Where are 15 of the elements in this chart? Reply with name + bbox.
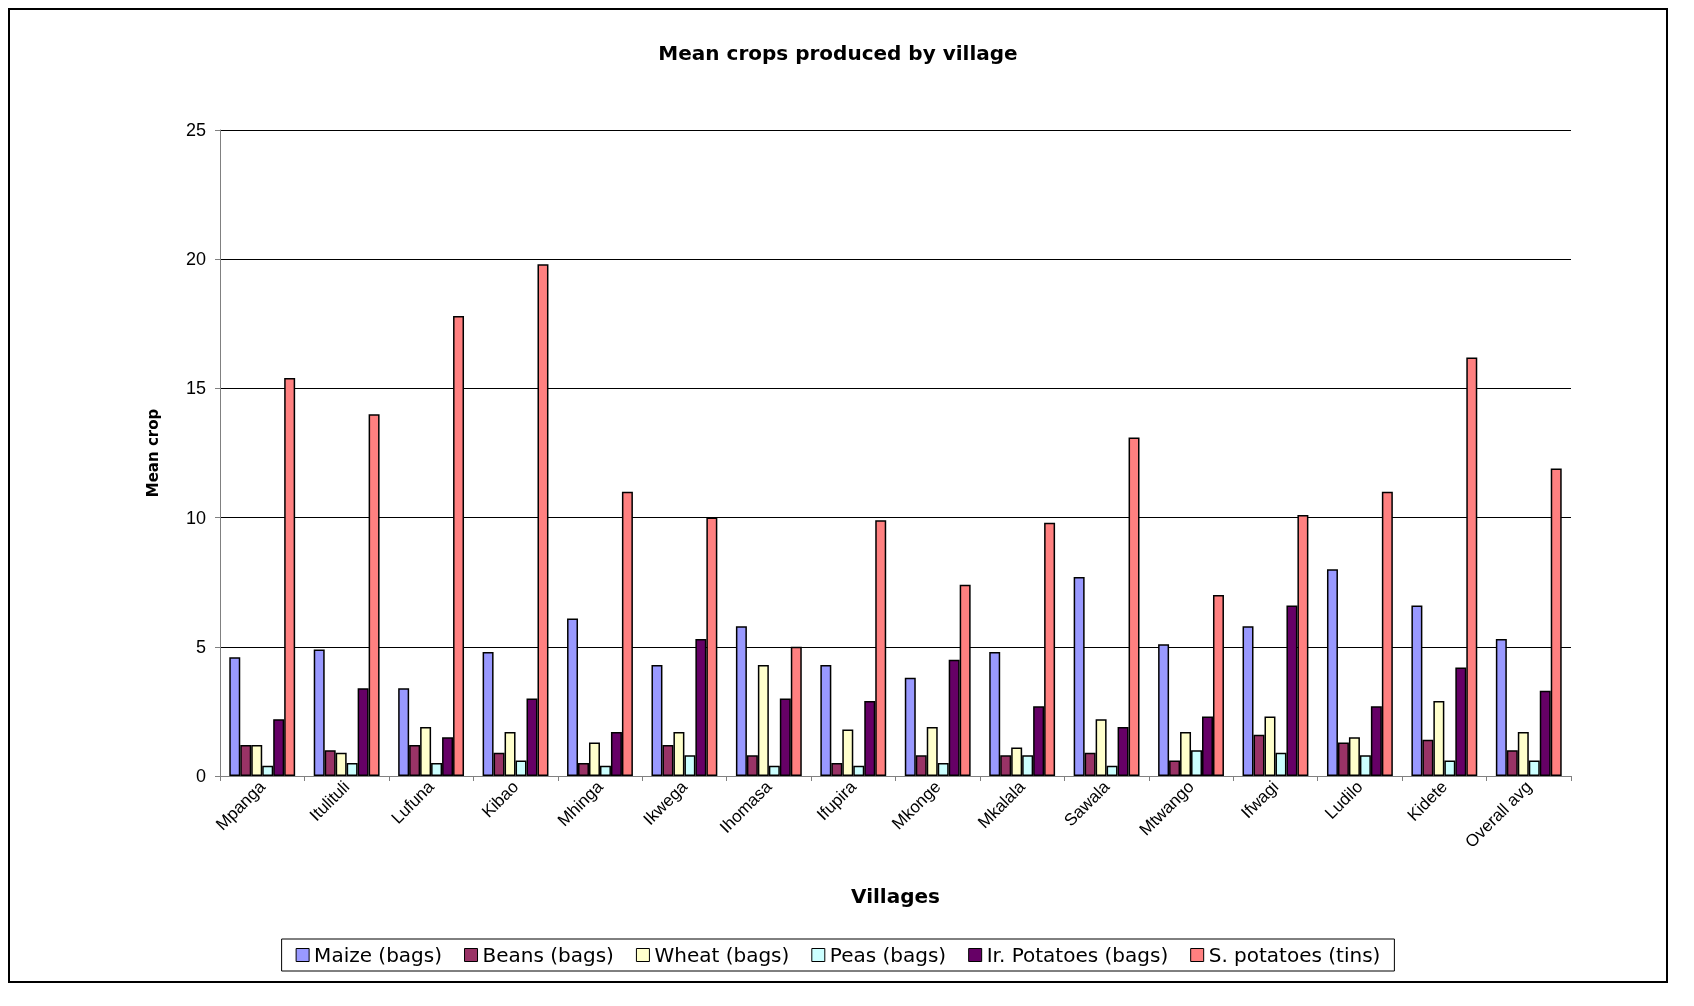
legend-label: Beans (bags)	[482, 943, 614, 967]
legend-label: S. potatoes (tins)	[1208, 943, 1381, 967]
legend-label: Peas (bags)	[829, 943, 947, 967]
legend-label: Wheat (bags)	[654, 943, 790, 967]
y-tick-label: 25	[185, 120, 206, 140]
y-tick-label: 15	[185, 378, 206, 399]
y-tick-label: 5	[195, 636, 206, 657]
y-tick-label: 0	[195, 766, 206, 786]
y-axis-title: Mean crop	[143, 408, 162, 498]
chart-title: Mean crops produced by village	[658, 41, 1018, 65]
y-tick-label: 20	[185, 249, 206, 270]
x-axis-title: Villages	[851, 884, 940, 908]
legend-label: Ir. Potatoes (bags)	[986, 943, 1169, 967]
y-tick-label: 10	[185, 507, 206, 528]
legend-label: Maize (bags)	[314, 943, 443, 967]
